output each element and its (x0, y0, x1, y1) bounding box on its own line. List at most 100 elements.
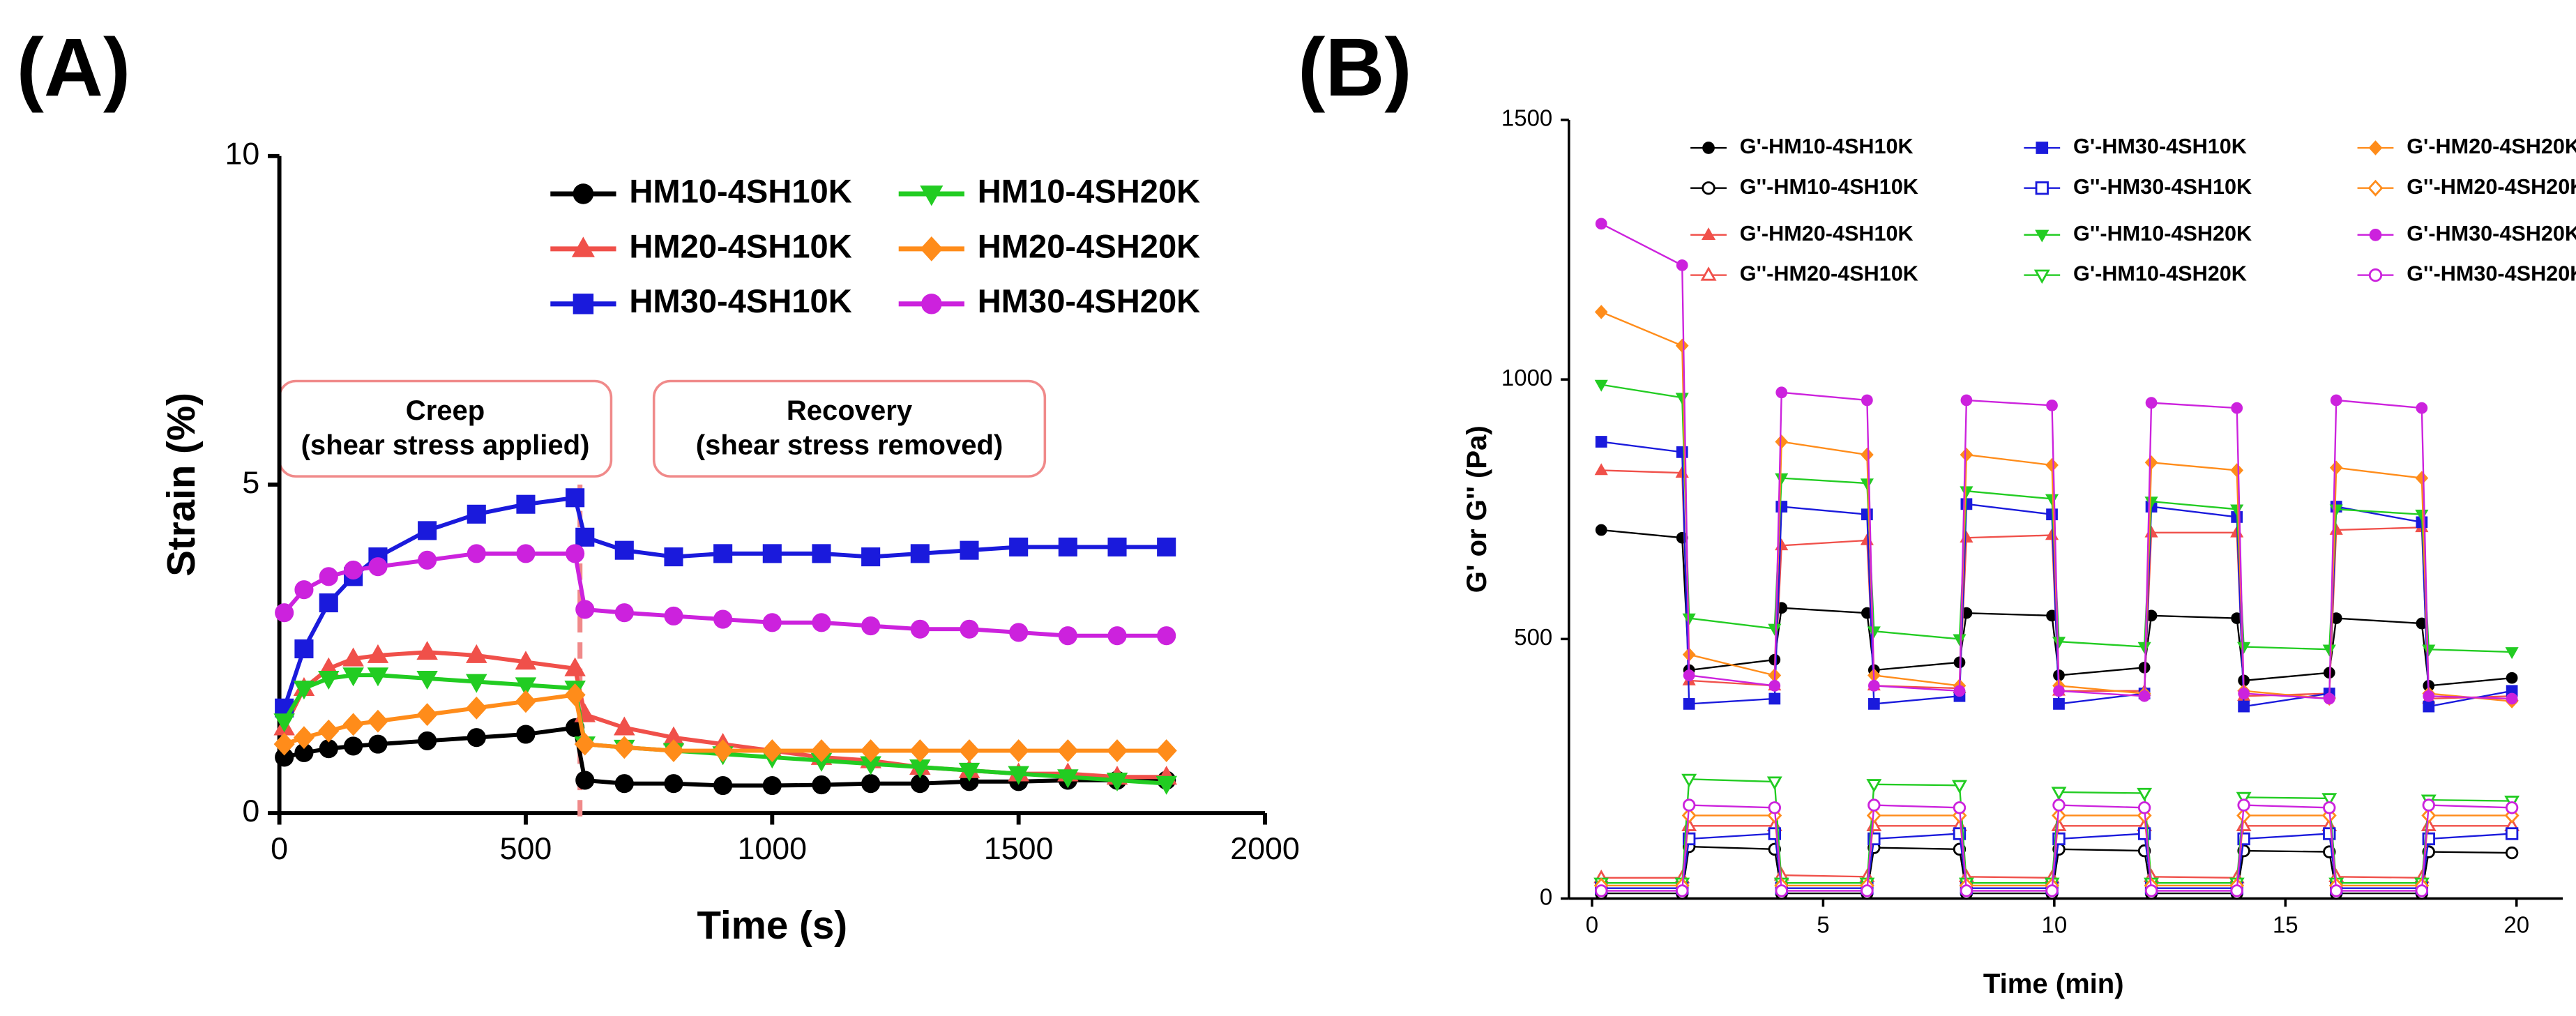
data-point (418, 550, 437, 570)
y-tick-label: 0 (1540, 884, 1552, 909)
x-tick-label: 10 (2042, 911, 2068, 937)
data-point (575, 771, 595, 790)
data-point (1594, 463, 1608, 476)
data-point (1867, 698, 1880, 710)
data-point (1953, 634, 1967, 646)
data-point (2053, 685, 2065, 697)
data-point (1595, 884, 1608, 897)
x-tick-label: 0 (271, 831, 288, 866)
series-line (1601, 804, 2513, 892)
data-point (2046, 400, 2058, 411)
data-point (2052, 808, 2066, 824)
data-point (1867, 798, 1881, 812)
data-point (2144, 884, 2158, 897)
data-point (1775, 884, 1788, 897)
data-point (812, 544, 831, 563)
data-point (1953, 801, 1967, 814)
legend-marker (1701, 227, 1716, 241)
data-point (2330, 884, 2343, 897)
legend-label: G'-HM30-4SH10K (2073, 135, 2247, 158)
legend-label: HM30-4SH10K (629, 282, 851, 319)
data-point (1106, 773, 1128, 792)
legend-marker (920, 185, 944, 206)
data-point (713, 775, 733, 796)
data-point (614, 540, 634, 560)
data-point (614, 774, 634, 794)
data-point (466, 696, 487, 720)
x-axis-title: Time (min) (1983, 969, 2124, 999)
data-point (367, 709, 388, 733)
data-point (960, 619, 979, 639)
data-point (2045, 457, 2059, 473)
data-point (713, 609, 733, 629)
x-tick-label: 20 (2503, 911, 2529, 937)
legend-label: G''-HM10-4SH10K (1740, 175, 1918, 199)
data-point (1157, 626, 1176, 646)
legend-marker (2033, 269, 2050, 284)
data-point (664, 606, 683, 625)
data-point (958, 739, 980, 762)
data-point (418, 521, 437, 540)
data-point (1057, 739, 1079, 762)
legend-marker (920, 236, 944, 261)
data-point (861, 616, 881, 636)
legend-label: G'-HM10-4SH20K (2073, 262, 2247, 286)
legend-marker (571, 236, 595, 257)
data-point (910, 619, 930, 639)
data-point (2236, 808, 2252, 824)
data-point (1775, 473, 1789, 485)
legend-label: G'-HM10-4SH10K (1740, 135, 1914, 158)
data-point (1058, 626, 1077, 646)
data-point (575, 600, 595, 619)
data-point (2237, 798, 2250, 812)
data-point (2506, 692, 2518, 705)
data-point (515, 677, 537, 697)
data-point (275, 603, 294, 623)
data-point (2052, 798, 2066, 812)
data-point (1861, 447, 1874, 462)
data-point (2321, 793, 2338, 807)
data-point (564, 657, 586, 676)
data-point (1867, 626, 1881, 639)
data-point (416, 641, 438, 660)
data-point (1681, 808, 1697, 824)
data-point (909, 739, 931, 762)
data-point (1682, 798, 1696, 812)
data-point (2505, 801, 2519, 814)
panel-label: (A) (17, 21, 130, 113)
data-point (861, 547, 881, 567)
legend-label: G''-HM20-4SH20K (2407, 175, 2576, 199)
legend-marker (2035, 181, 2049, 195)
legend-marker (921, 294, 942, 314)
data-point (662, 739, 685, 762)
data-point (2230, 884, 2243, 897)
data-point (664, 774, 683, 794)
data-point (1953, 685, 1966, 697)
y-axis-title: G' or G'' (Pa) (1462, 425, 1492, 593)
data-point (2415, 471, 2429, 485)
data-point (2423, 700, 2435, 713)
data-point (1861, 394, 1873, 407)
data-point (416, 703, 438, 727)
y-tick-label: 500 (1514, 624, 1552, 650)
data-point (762, 739, 783, 762)
data-point (1594, 305, 1608, 319)
legend-label: HM10-4SH20K (978, 172, 1200, 209)
data-point (1866, 779, 1882, 793)
data-point (713, 544, 733, 563)
data-point (2144, 455, 2158, 470)
data-point (614, 736, 635, 759)
y-tick-label: 1500 (1501, 105, 1552, 131)
panel-label: (B) (1298, 21, 1411, 113)
data-point (2137, 801, 2151, 814)
data-point (2505, 827, 2519, 840)
data-point (273, 713, 295, 733)
data-point (1766, 776, 1782, 790)
data-point (2506, 672, 2518, 684)
data-point (2422, 798, 2435, 812)
legend-label: G''-HM20-4SH10K (1740, 262, 1918, 286)
data-point (1768, 692, 1781, 705)
y-tick-label: 10 (225, 137, 260, 172)
